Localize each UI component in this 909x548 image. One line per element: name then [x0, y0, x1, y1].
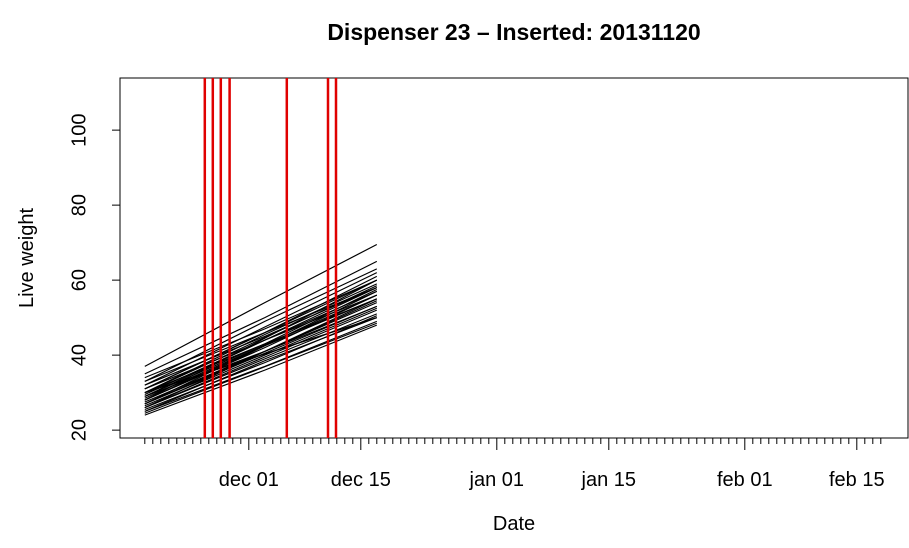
plot-frame: [119, 77, 909, 439]
data-line: [144, 279, 378, 401]
y-tick-label: 20: [68, 419, 90, 441]
x-tick-label: feb 15: [829, 469, 885, 491]
data-line: [144, 287, 378, 382]
x-tick-label: feb 01: [717, 469, 773, 491]
data-line: [144, 298, 378, 409]
x-tick-label: dec 15: [331, 469, 391, 491]
x-tick-label: dec 01: [219, 469, 279, 491]
data-line: [144, 294, 378, 399]
y-tick-label: 40: [68, 344, 90, 366]
data-line: [144, 313, 378, 409]
x-axis-label: Date: [493, 513, 535, 535]
data-line: [144, 298, 378, 394]
data-line: [144, 294, 378, 390]
data-line: [144, 279, 378, 379]
data-line: [144, 317, 378, 412]
y-tick-label: 100: [68, 113, 90, 146]
data-line: [144, 322, 378, 414]
x-tick-label: jan 01: [469, 469, 525, 491]
chart-title: Dispenser 23 – Inserted: 20131120: [327, 19, 700, 45]
y-tick-label: 60: [68, 269, 90, 291]
y-axis-label: Live weight: [16, 208, 38, 309]
data-line: [144, 287, 378, 386]
data-line: [144, 317, 377, 394]
y-tick-label: 80: [68, 194, 90, 216]
x-tick-label: jan 15: [581, 469, 637, 491]
data-line: [144, 290, 378, 397]
data-line: [144, 243, 378, 367]
data-line: [144, 260, 378, 375]
data-line: [144, 324, 378, 416]
